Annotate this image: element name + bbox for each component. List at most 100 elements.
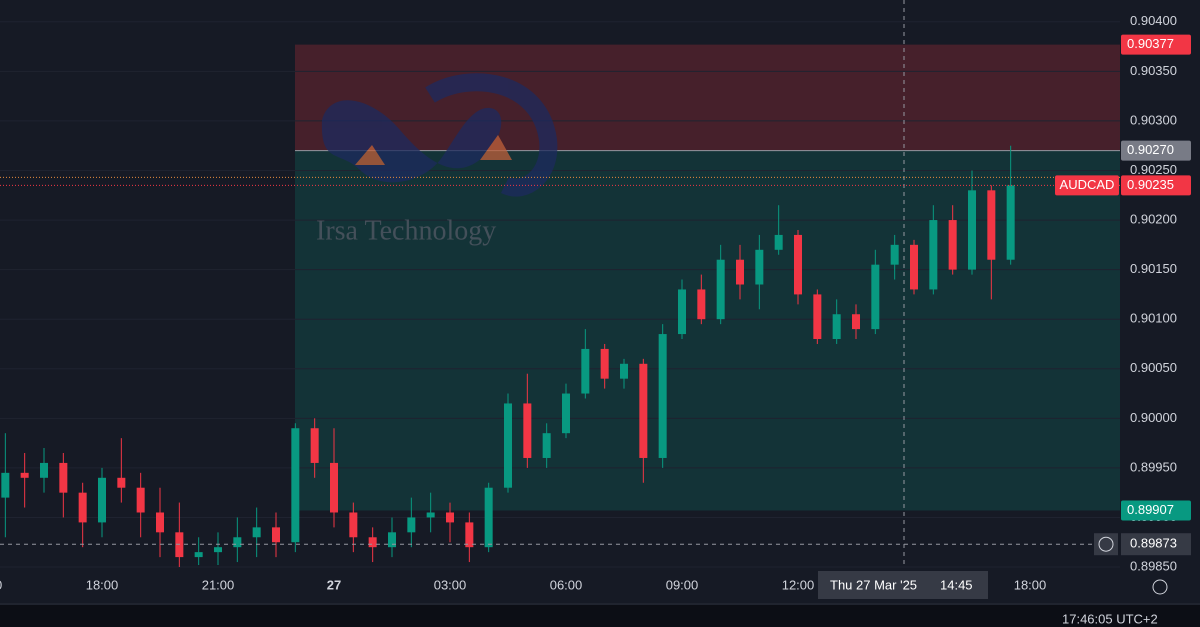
candle-body: [813, 294, 822, 340]
crosshair-time-box: [818, 571, 988, 599]
candle-body: [678, 289, 686, 335]
y-tick-label: 0.89950: [1130, 459, 1177, 474]
candle-body: [291, 428, 300, 543]
overlay: [0, 0, 1120, 568]
crosshair-price: 0.89873: [1130, 536, 1177, 551]
x-tick-label: 18:00: [86, 577, 119, 592]
candle-body: [832, 314, 841, 340]
stop-label: 0.90377: [1127, 36, 1174, 51]
candle-body: [407, 517, 416, 533]
candle-body: [523, 403, 532, 458]
x-tick-label: 12:00: [782, 577, 815, 592]
watermark: Irsa Technology: [316, 73, 558, 246]
candle-body: [716, 259, 725, 320]
candle-body: [929, 220, 938, 290]
candle-body: [136, 487, 145, 513]
candle-body: [330, 462, 338, 513]
x-tick-label: 18:00: [1014, 577, 1047, 592]
crosshair-price-box: [1121, 533, 1191, 556]
x-tick-label: 15:00: [0, 577, 2, 592]
candle-body: [156, 512, 164, 533]
candle-body: [639, 363, 648, 458]
candle-body: [794, 234, 802, 295]
candle-body: [388, 532, 396, 548]
candle-body: [987, 190, 996, 260]
candle-body: [581, 348, 590, 394]
last-price-label-box: [1121, 175, 1191, 196]
candle-body: [446, 512, 454, 523]
stop-zone: [295, 44, 1120, 151]
x-tick-label: 03:00: [434, 577, 467, 592]
entry-label-box: [1121, 140, 1191, 161]
candle-body: [968, 190, 976, 270]
y-tick-label: 0.90000: [1130, 410, 1177, 425]
axes: 0.898500.899000.899500.900000.900500.901…: [0, 13, 1191, 599]
x-tick-label: 21:00: [202, 577, 235, 592]
candle-body: [117, 477, 126, 488]
y-tick-label: 0.90050: [1130, 360, 1177, 375]
y-tick-label: 0.90300: [1130, 112, 1177, 127]
settings-icon[interactable]: [1152, 579, 1168, 595]
target-label-box: [1121, 500, 1191, 521]
candle-body: [755, 249, 764, 285]
candle-body: [736, 259, 744, 285]
candle-body: [78, 492, 87, 523]
candle-body: [600, 348, 609, 379]
candle-body: [871, 264, 880, 330]
symbol-label: AUDCAD: [1060, 177, 1115, 192]
candle-body: [948, 220, 957, 270]
candle-body: [20, 472, 29, 478]
candles: [1, 145, 1015, 568]
x-tick-label: 06:00: [550, 577, 583, 592]
candle-body: [426, 512, 435, 518]
candle-body: [658, 334, 667, 458]
position-zones: [295, 44, 1120, 511]
x-tick-label: 27: [327, 577, 341, 592]
watermark-text: Irsa Technology: [316, 215, 496, 246]
candle-body: [214, 547, 222, 553]
candle-body: [504, 403, 512, 488]
y-tick-label: 0.89850: [1130, 558, 1177, 573]
candle-body: [1, 472, 10, 498]
candle-body: [40, 462, 48, 478]
candle-body: [233, 537, 242, 548]
candle-body: [697, 289, 706, 320]
y-tick-label: 0.90200: [1130, 212, 1177, 227]
y-tick-label: 0.90400: [1130, 13, 1177, 28]
candle-body: [562, 393, 570, 434]
candle-body: [59, 462, 68, 493]
stop-label-box: [1121, 34, 1191, 55]
target-zone: [295, 150, 1120, 511]
candle-body: [252, 527, 261, 538]
add-button[interactable]: [1094, 533, 1118, 556]
candle-body: [542, 433, 551, 458]
grid: [0, 21, 1120, 568]
candle-body: [98, 477, 106, 523]
candle-body: [465, 522, 474, 548]
y-tick-label: 0.90150: [1130, 261, 1177, 276]
candle-body: [910, 244, 918, 290]
candle-body: [484, 487, 493, 548]
last-price-label: 0.90235: [1127, 177, 1174, 192]
add-icon: [1098, 536, 1114, 552]
y-tick-label: 0.90250: [1130, 162, 1177, 177]
crosshair-time: 14:45: [940, 577, 973, 592]
crosshair-date: Thu 27 Mar '25: [830, 577, 917, 592]
candle-body: [368, 537, 377, 548]
y-tick-label: 0.90350: [1130, 63, 1177, 78]
status-clock: 17:46:05 UTC+2: [1062, 611, 1158, 626]
candle-body: [890, 244, 899, 265]
entry-label: 0.90270: [1127, 142, 1174, 157]
y-tick-label: 0.90100: [1130, 311, 1177, 326]
candle-body: [194, 552, 203, 558]
x-tick-label: 09:00: [666, 577, 699, 592]
candle-body: [1006, 185, 1015, 260]
candle-body: [349, 512, 358, 538]
candle-body: [774, 234, 783, 250]
symbol-box: [1055, 175, 1119, 196]
candle-body: [620, 363, 628, 379]
candle-body: [310, 428, 319, 463]
